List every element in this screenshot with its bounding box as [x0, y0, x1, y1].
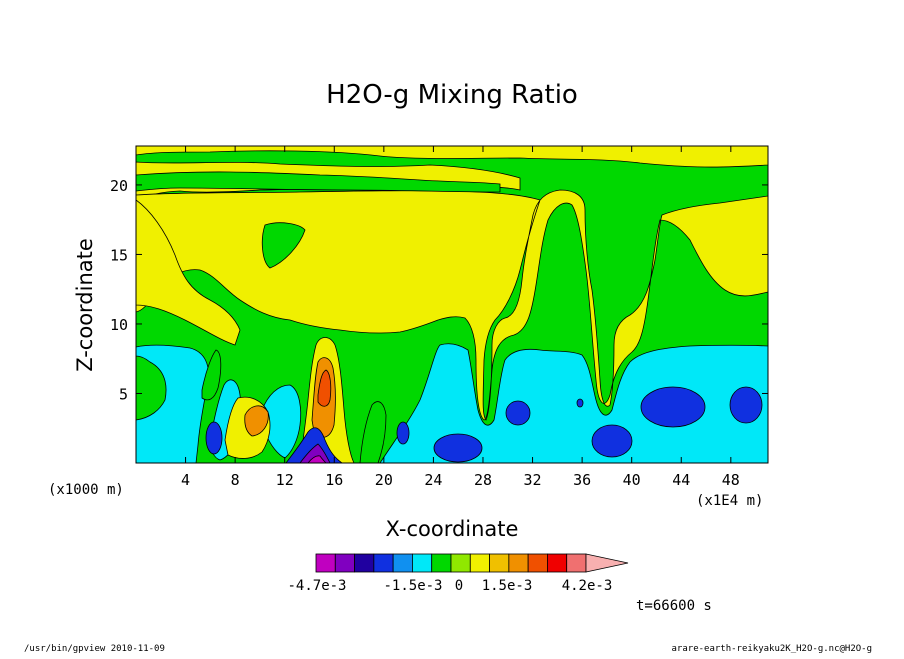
colorbar-label: 1.5e-3 — [482, 578, 533, 594]
colorbar — [315, 553, 629, 573]
colorbar-swatch — [431, 553, 452, 573]
field-plume-red — [317, 369, 332, 407]
field-cyan-main — [379, 343, 768, 463]
colorbar-swatch — [469, 553, 490, 573]
colorbar-label: 0 — [455, 578, 463, 594]
colorbar-swatch — [392, 553, 413, 573]
colorbar-swatch — [315, 553, 336, 573]
x-unit-left: (x1000 m) — [48, 482, 124, 498]
blob-blue-4 — [505, 400, 531, 426]
plot-area — [136, 146, 768, 463]
x-tick-label: 12 — [276, 471, 294, 489]
colorbar-swatch — [508, 553, 529, 573]
blob-blue-3 — [433, 433, 483, 463]
plot-frame — [135, 145, 769, 464]
x-ticks: 4 8 12 16 20 24 28 32 36 40 44 48 — [181, 146, 740, 489]
field-base-purple — [299, 443, 331, 463]
y-ticks: 5 10 15 20 — [110, 177, 768, 403]
colorbar-swatch — [566, 553, 587, 573]
field-green-band — [136, 171, 501, 193]
colorbar-swatch — [547, 553, 568, 573]
colorbar-arrow — [585, 553, 629, 573]
colorbar-swatch — [354, 553, 375, 573]
field-base-blue — [285, 427, 343, 463]
colorbar-swatch — [450, 553, 471, 573]
y-tick-label: 20 — [110, 177, 128, 195]
blob-blue-5 — [591, 424, 633, 458]
y-tick-label: 15 — [110, 246, 128, 264]
x-axis-title: X-coordinate — [386, 517, 519, 541]
field-cyan-band — [136, 344, 209, 463]
colorbar-swatch — [527, 553, 548, 573]
x-unit-right: (x1E4 m) — [696, 493, 763, 509]
field-yellow-left — [136, 199, 241, 346]
blob-blue-7 — [729, 386, 763, 424]
colorbar-labels: -4.7e-3 -1.5e-3 0 1.5e-3 4.2e-3 — [287, 578, 612, 594]
x-tick-label: 4 — [181, 471, 190, 489]
blob-blue-8 — [576, 398, 584, 408]
blob-blue-2 — [396, 421, 410, 445]
x-tick-label: 36 — [573, 471, 591, 489]
x-tick-label: 8 — [231, 471, 240, 489]
colorbar-swatch — [373, 553, 394, 573]
x-tick-label: 28 — [474, 471, 492, 489]
y-axis-title: Z-coordinate — [73, 238, 97, 372]
colorbar-label: 4.2e-3 — [562, 578, 613, 594]
colorbar-swatch — [412, 553, 433, 573]
x-tick-label: 24 — [424, 471, 442, 489]
x-tick-label: 40 — [623, 471, 641, 489]
x-tick-label: 16 — [325, 471, 343, 489]
footer-left: /usr/bin/gpview 2010-11-09 — [24, 644, 165, 654]
field-cyan-mid — [261, 384, 302, 459]
footer-right: arare-earth-reikyaku2K_H2O-g.nc@H2O-g — [672, 644, 872, 654]
colorbar-label: -1.5e-3 — [383, 578, 442, 594]
colorbar-label: -4.7e-3 — [287, 578, 346, 594]
blob-blue-6 — [640, 386, 706, 428]
x-tick-label: 44 — [672, 471, 690, 489]
field-base-magenta — [307, 455, 327, 463]
field-orange-left — [244, 405, 269, 437]
field-yellow-top — [136, 146, 768, 168]
field-green-pocket — [261, 222, 306, 269]
y-tick-label: 10 — [110, 316, 128, 334]
time-label: t=66600 s — [636, 598, 712, 614]
y-tick-label: 5 — [119, 385, 128, 403]
x-tick-label: 48 — [722, 471, 740, 489]
colorbar-swatch — [334, 553, 355, 573]
chart-title: H2O-g Mixing Ratio — [326, 80, 578, 110]
x-tick-label: 20 — [375, 471, 393, 489]
colorbar-swatch — [489, 553, 510, 573]
x-tick-label: 32 — [524, 471, 542, 489]
field-green-col-2 — [201, 349, 222, 401]
blob-blue-1 — [205, 421, 223, 455]
field-green-col-1 — [359, 401, 387, 463]
